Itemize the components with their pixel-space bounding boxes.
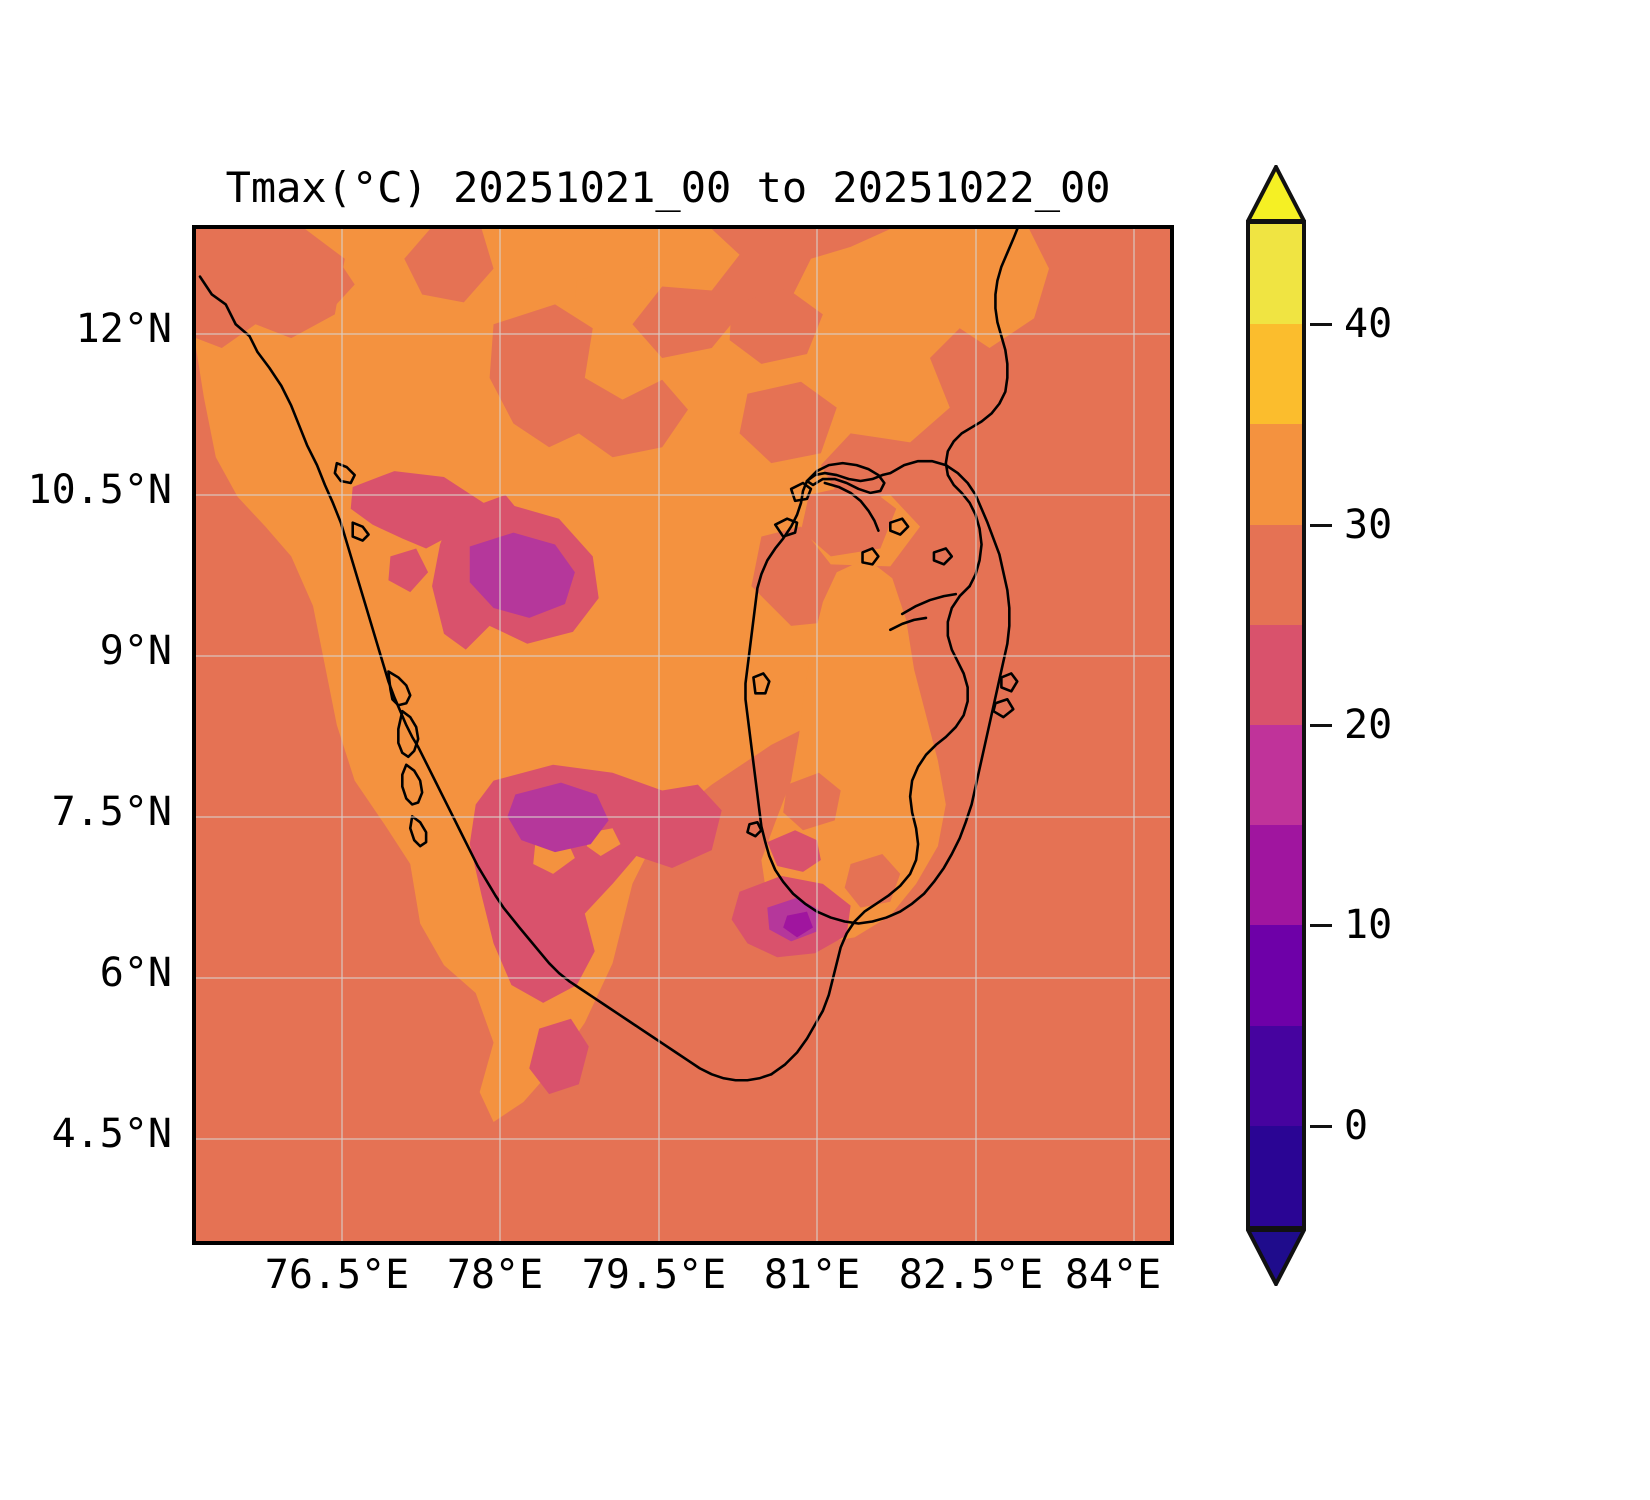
colorbar[interactable]: 0 10 20 30 40 [1240,165,1400,1295]
gridline-v-76-5 [341,229,343,1241]
ytick-label-6: 6°N [99,950,172,996]
xtick-label-82-5: 82.5°E [898,1252,1044,1298]
gridline-v-81 [816,229,818,1241]
gridline-v-84 [1133,229,1135,1241]
xtick-label-79-5: 79.5°E [581,1252,727,1298]
gridline-v-78 [499,229,501,1241]
gridline-v-79-5 [658,229,660,1241]
colorbar-tick-label-10: 10 [1344,902,1393,949]
gridline-h-4-5 [196,1138,1170,1140]
colorbar-extend-top-arrow [1246,165,1306,223]
colorbar-band-40-45 [1250,224,1302,325]
colorbar-tick-label-40: 40 [1344,301,1393,348]
ytick-label-10-5: 10.5°N [27,467,173,513]
colorbar-band-10-15 [1250,825,1302,926]
colorbar-tick-30 [1310,523,1332,527]
xtick-label-84: 84°E [1064,1252,1162,1298]
xtick-label-78: 78°E [446,1252,544,1298]
gridline-h-7-5 [196,816,1170,818]
colorbar-band--5-0 [1250,1125,1302,1226]
xtick-label-76-5: 76.5°E [264,1252,410,1298]
colorbar-tick-40 [1310,323,1332,327]
colorbar-band-0-5 [1250,1025,1302,1126]
temperature-contour-map [196,229,1170,1241]
gridline-v-82-5 [975,229,977,1241]
colorbar-tick-label-30: 30 [1344,501,1393,548]
colorbar-band-15-20 [1250,724,1302,826]
colorbar-bands [1246,220,1306,1230]
map-axes [192,225,1174,1245]
ytick-label-4-5: 4.5°N [51,1111,172,1157]
gridline-h-9 [196,655,1170,657]
gridline-h-10-5 [196,494,1170,496]
gridline-h-12 [196,333,1170,335]
colorbar-tick-20 [1310,724,1332,727]
band-sri-lanka-highlands [731,830,851,958]
colorbar-extend-bottom-arrow [1246,1228,1306,1286]
ytick-label-12: 12°N [75,306,172,352]
ytick-label-9: 9°N [99,628,172,674]
gridline-h-6 [196,977,1170,979]
colorbar-band-35-40 [1250,324,1302,425]
colorbar-tick-label-0: 0 [1344,1102,1369,1149]
map-plot-area [196,229,1170,1241]
colorbar-tick-10 [1310,924,1332,928]
title-line-1: Tmax(°C) 20251021_00 to 20251022_00 [225,162,1111,212]
ytick-label-7-5: 7.5°N [51,789,172,835]
colorbar-band-20-25 [1250,624,1302,725]
colorbar-band-25-30 [1250,524,1302,625]
xtick-label-81: 81°E [763,1252,861,1298]
colorbar-band-30-35 [1250,424,1302,525]
band-30-35 [196,229,1049,1122]
colorbar-tick-label-20: 20 [1344,702,1393,748]
colorbar-band-5-10 [1250,925,1302,1026]
colorbar-tick-0 [1310,1124,1332,1128]
